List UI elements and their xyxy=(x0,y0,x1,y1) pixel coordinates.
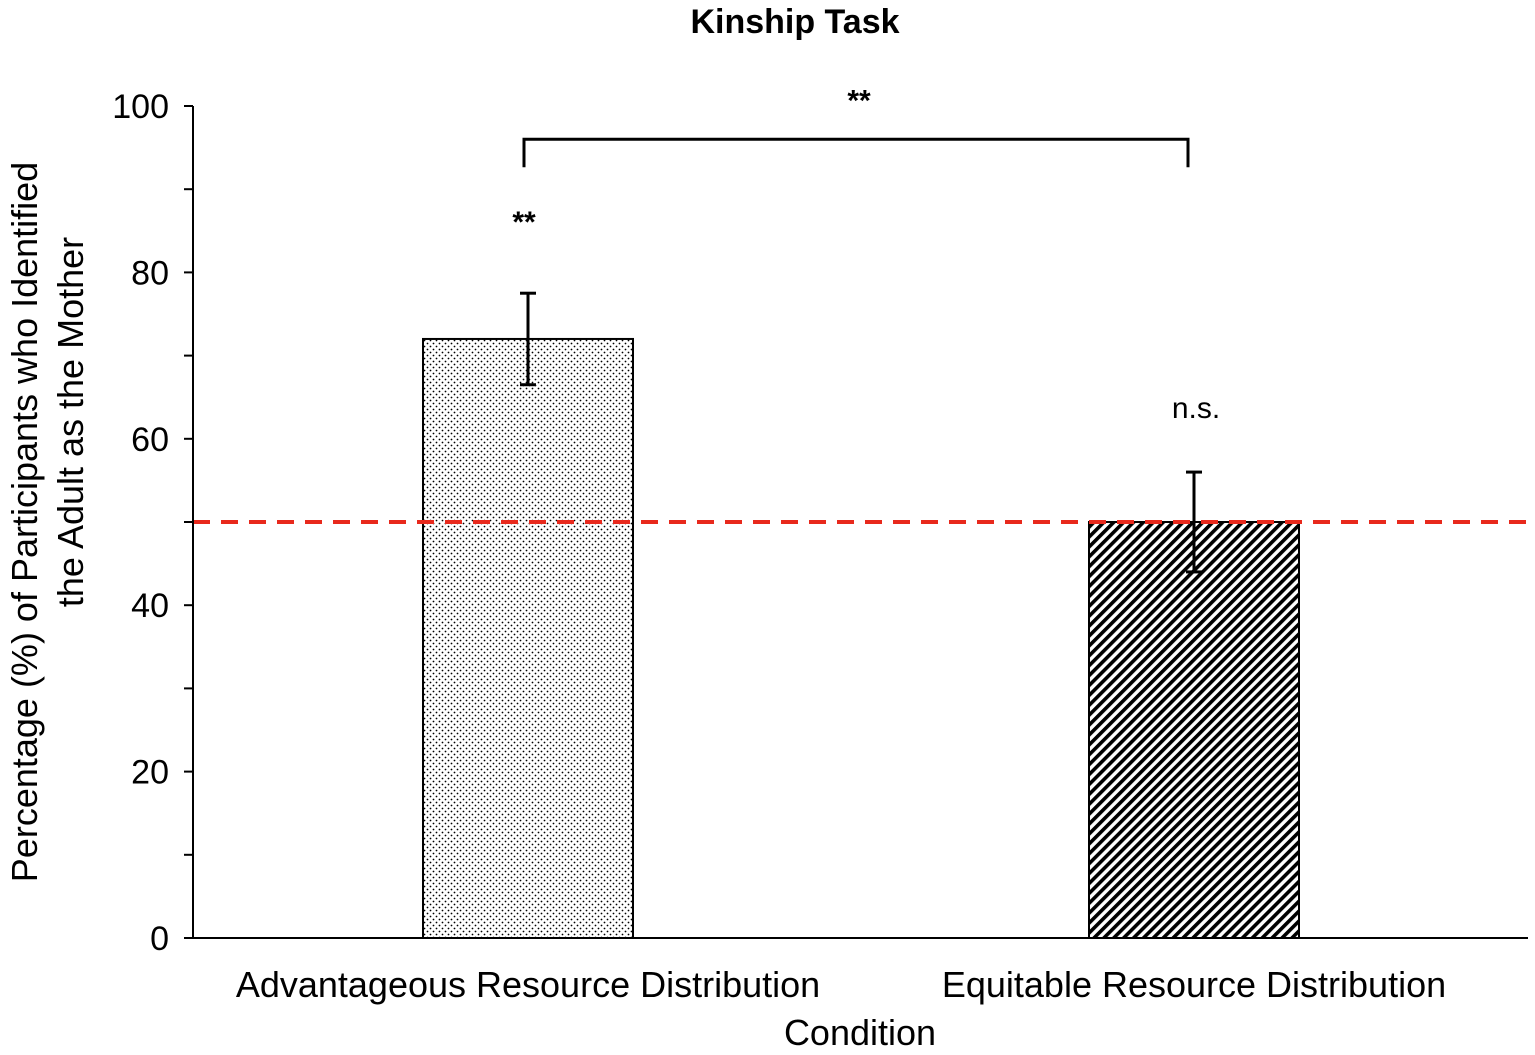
y-axis-title: Percentage (%) of Participants who Ident… xyxy=(4,162,91,882)
y-tick-label: 0 xyxy=(150,920,169,958)
y-tick-label: 100 xyxy=(112,88,169,126)
y-axis-title-line-1: Percentage (%) of Participants who Ident… xyxy=(4,162,45,882)
y-tick-label: 80 xyxy=(131,254,169,292)
chart-title: Kinship Task xyxy=(690,3,899,41)
comparison-bracket xyxy=(522,137,1190,168)
y-axis-title-line-2: the Adult as the Mother xyxy=(50,237,91,607)
comparison-significance-label: ** xyxy=(847,84,871,117)
x-category-label: Equitable Resource Distribution xyxy=(942,964,1446,1005)
x-category-label: Advantageous Resource Distribution xyxy=(236,964,820,1005)
y-tick-label: 20 xyxy=(131,754,169,792)
bar-significance-label: n.s. xyxy=(1172,392,1220,425)
y-tick-label: 40 xyxy=(131,587,169,625)
x-axis-title: Condition xyxy=(784,1012,936,1053)
bar-significance-label: ** xyxy=(512,206,536,239)
bar-1 xyxy=(422,337,634,939)
y-tick-label: 60 xyxy=(131,421,169,459)
bar-2 xyxy=(1088,521,1300,939)
plot-area: 0 20 40 60 80 100 Advantageous Resource Distri… xyxy=(112,84,1528,1005)
